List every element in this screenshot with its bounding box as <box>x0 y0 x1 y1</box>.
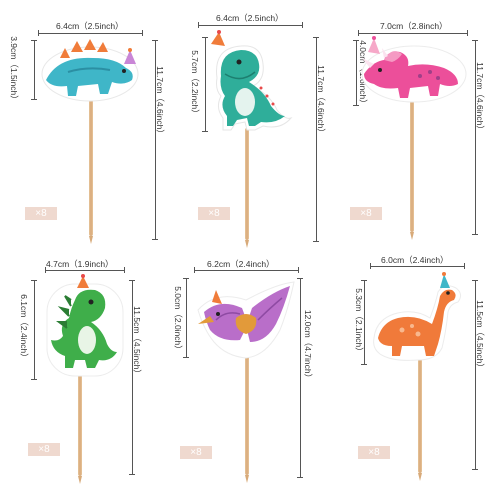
quantity-badge: ×8 <box>28 443 60 456</box>
dimension-tick <box>45 267 46 273</box>
dimension-tick <box>361 280 367 281</box>
dimension-tick <box>31 379 37 380</box>
head-height-line <box>186 278 187 358</box>
head-height-line <box>34 40 35 100</box>
toothpick <box>78 372 82 476</box>
total-height-line <box>155 40 156 240</box>
toothpick <box>245 355 249 475</box>
dimension-tick <box>464 263 465 269</box>
dimension-tick <box>297 477 303 478</box>
total-height-label: 11.5cm（4.5inch） <box>475 300 485 372</box>
total-height-line <box>132 280 133 475</box>
dimension-tick <box>467 30 468 36</box>
dimension-tick <box>31 280 37 281</box>
toothpick <box>418 355 422 473</box>
head-height-line <box>364 280 365 365</box>
toothpick <box>245 128 249 240</box>
total-height-label: 11.7cm（4.6inch） <box>155 66 165 138</box>
toothpick <box>89 96 93 236</box>
dimension-tick <box>152 40 158 41</box>
dimension-tick <box>472 234 478 235</box>
head-height-label: 3.9cm（1.5inch） <box>9 36 19 104</box>
dimension-tick <box>313 241 319 242</box>
quantity-badge: ×8 <box>198 207 230 220</box>
dimension-tick <box>472 280 478 281</box>
total-height-label: 11.7cm（4.6inch） <box>475 62 485 134</box>
width-dimension-line <box>194 270 299 271</box>
width-label: 6.0cm（2.4inch） <box>381 255 449 265</box>
toothpick-tip <box>245 240 249 248</box>
total-height-line <box>475 280 476 470</box>
width-dimension-line <box>198 25 303 26</box>
dimension-tick <box>183 357 189 358</box>
dimension-tick <box>353 105 359 106</box>
dimension-tick <box>358 30 359 36</box>
total-height-line <box>300 278 301 478</box>
dimension-tick <box>370 263 371 269</box>
total-height-label: 11.5cm（4.5inch） <box>132 306 142 378</box>
head-height-line <box>34 280 35 380</box>
dimension-tick <box>142 30 143 36</box>
width-label: 6.4cm（2.5inch） <box>56 21 124 31</box>
dimension-tick <box>129 280 135 281</box>
dimension-tick <box>202 37 208 38</box>
dimension-tick <box>297 278 303 279</box>
head-height-label: 5.3cm（2.1inch） <box>354 288 364 356</box>
head-height-label: 5.7cm（2.2inch） <box>190 50 200 118</box>
toothpick-tip <box>78 476 82 484</box>
total-height-line <box>475 40 476 235</box>
dimension-tick <box>313 37 319 38</box>
quantity-badge: ×8 <box>180 446 212 459</box>
width-label: 7.0cm（2.8inch） <box>380 21 448 31</box>
width-dimension-line <box>38 33 143 34</box>
toothpick-tip <box>418 473 422 481</box>
width-dimension-line <box>45 270 125 271</box>
dimension-tick <box>472 40 478 41</box>
green-dino-illustration <box>46 274 124 377</box>
brachiosaurus-illustration <box>373 272 462 361</box>
dimension-tick <box>31 99 37 100</box>
dimension-tick <box>298 267 299 273</box>
quantity-badge: ×8 <box>350 207 382 220</box>
width-dimension-line <box>358 33 468 34</box>
head-height-label: 6.1cm（2.4inch） <box>19 294 29 362</box>
total-height-line <box>316 37 317 242</box>
quantity-badge: ×8 <box>25 207 57 220</box>
toothpick-tip <box>410 232 414 240</box>
dimension-tick <box>183 278 189 279</box>
pterodactyl-illustration <box>197 281 295 359</box>
triceratops-illustration <box>361 36 467 103</box>
head-height-line <box>356 40 357 106</box>
toothpick-tip <box>89 236 93 244</box>
width-label: 4.7cm（1.9inch） <box>46 259 114 269</box>
dimension-tick <box>124 267 125 273</box>
dimension-tick <box>31 40 37 41</box>
dimension-tick <box>198 22 199 28</box>
toothpick-tip <box>245 475 249 483</box>
head-height-line <box>205 37 206 132</box>
dimension-tick <box>152 239 158 240</box>
width-label: 6.2cm（2.4inch） <box>207 259 275 269</box>
dimension-tick <box>472 469 478 470</box>
t-rex-illustration <box>211 30 293 131</box>
toothpick <box>410 100 414 232</box>
dimension-tick <box>38 30 39 36</box>
total-height-label: 11.7cm（4.6inch） <box>316 65 326 137</box>
stegosaurus-illustration <box>41 39 139 102</box>
dimension-tick <box>302 22 303 28</box>
dimension-tick <box>353 40 359 41</box>
quantity-badge: ×8 <box>358 446 390 459</box>
width-label: 6.4cm（2.5inch） <box>216 13 284 23</box>
width-dimension-line <box>370 266 465 267</box>
total-height-label: 12.0cm（4.7inch） <box>303 309 313 383</box>
head-height-label: 5.0cm（2.0inch） <box>173 286 183 354</box>
dimension-tick <box>129 474 135 475</box>
dimension-tick <box>194 267 195 273</box>
dimension-tick <box>361 364 367 365</box>
dimension-tick <box>202 131 208 132</box>
